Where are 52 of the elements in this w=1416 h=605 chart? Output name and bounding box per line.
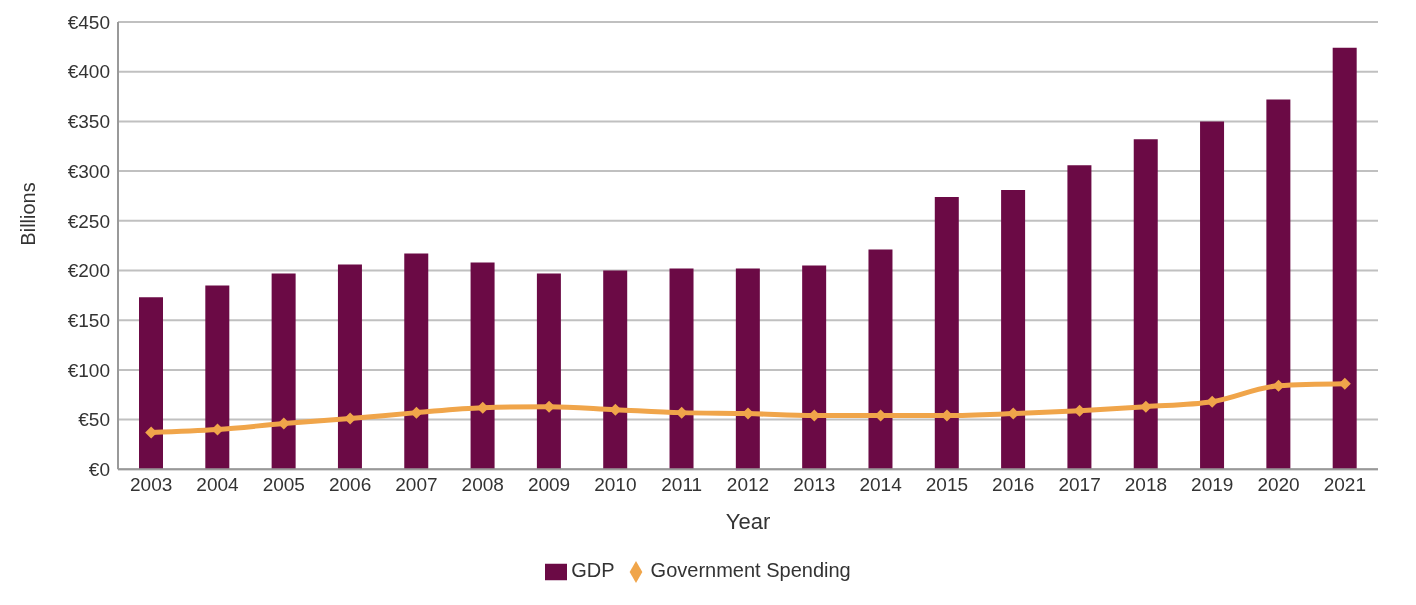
bar: [868, 249, 893, 470]
x-tick-label: 2003: [130, 473, 173, 495]
x-tick-label: 2017: [1058, 473, 1101, 495]
y-tick-label: €250: [67, 210, 110, 232]
y-tick-label: €150: [67, 309, 110, 331]
y-tick-label: €200: [67, 260, 110, 282]
y-tick-label: €0: [88, 459, 110, 481]
bar: [1001, 189, 1026, 470]
x-tick-label: 2005: [262, 473, 305, 495]
x-tick-label: 2015: [925, 473, 969, 495]
bar: [1200, 121, 1225, 470]
bar: [1332, 47, 1357, 470]
y-tick-label: €450: [67, 11, 110, 33]
bar: [934, 196, 959, 470]
legend-label: GDP: [571, 559, 615, 582]
y-tick-label: €400: [67, 61, 110, 83]
bar: [271, 273, 296, 470]
x-tick-label: 2008: [461, 473, 504, 495]
x-tick-label: 2007: [395, 473, 438, 495]
x-tick-label: 2016: [992, 473, 1035, 495]
x-tick-label: 2018: [1124, 473, 1168, 495]
y-tick-label: €100: [67, 359, 110, 381]
bar: [603, 270, 628, 470]
bar: [1067, 165, 1092, 470]
x-tick-label: 2011: [661, 473, 703, 495]
x-axis-title: Year: [725, 509, 771, 535]
bar: [139, 297, 163, 470]
x-tick-label: 2006: [328, 473, 372, 495]
x-tick-label: 2012: [726, 473, 770, 495]
x-tick-label: 2021: [1323, 473, 1366, 495]
x-tick-label: 2020: [1257, 473, 1300, 495]
x-tick-label: 2014: [859, 473, 903, 495]
y-tick-label: €50: [78, 409, 110, 431]
bar: [802, 265, 827, 470]
x-tick-label: 2019: [1191, 473, 1234, 495]
bar: [1133, 139, 1158, 470]
y-tick-label: €350: [67, 111, 110, 133]
bar: [404, 253, 429, 470]
bar: [536, 273, 561, 470]
bar: [735, 268, 760, 470]
bar: [337, 264, 362, 470]
x-tick-label: 2004: [196, 473, 240, 495]
y-tick-label: €300: [67, 160, 110, 182]
bar: [669, 268, 694, 470]
y-axis-title: Billions: [17, 182, 40, 246]
x-tick-label: 2009: [527, 473, 571, 495]
bar: [470, 262, 495, 470]
bar: [205, 285, 230, 470]
x-tick-label: 2010: [594, 473, 637, 495]
legend-label: Government Spending: [650, 559, 851, 582]
x-tick-label: 2013: [793, 473, 836, 495]
bar: [1266, 99, 1291, 470]
